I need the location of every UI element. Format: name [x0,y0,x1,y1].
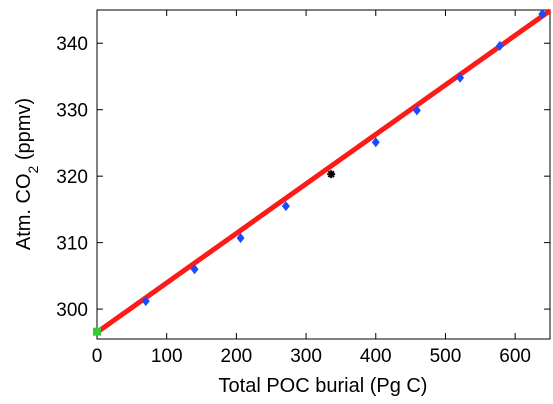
y-axis-title-suffix: (ppmv) [13,98,35,166]
plot-frame [96,9,551,340]
x-tick-label-400: 400 [360,346,392,367]
data-point-0-4 [371,137,380,148]
x-tick-label-500: 500 [430,346,462,367]
data-point-2-0 [93,327,101,336]
data-point-0-8 [538,8,547,19]
x-tick-label-200: 200 [221,346,253,367]
y-tick-label-300: 300 [56,300,88,321]
y-tick-labels: 300 310 320 330 340 [56,34,88,321]
data-points [93,8,547,336]
data-point-1-0 [327,170,336,179]
axis-ticks [96,10,550,339]
y-tick-label-340: 340 [56,34,88,55]
x-tick-label-0: 0 [92,346,103,367]
x-tick-labels: 0 100 200 300 400 500 600 [92,346,531,367]
y-tick-label-330: 330 [56,101,88,122]
data-point-0-5 [412,105,421,116]
x-tick-label-300: 300 [290,346,322,367]
y-axis-title-prefix: Atm. CO [13,173,35,250]
x-tick-label-100: 100 [151,346,183,367]
y-axis-title: Atm. CO2 (ppmv) [13,98,41,250]
fit-line-group [95,8,552,335]
data-point-0-1 [190,264,199,275]
data-point-0-6 [456,72,465,83]
y-tick-label-320: 320 [56,167,88,188]
data-point-0-2 [236,232,245,243]
y-tick-label-310: 310 [56,234,88,255]
x-tick-label-600: 600 [499,346,531,367]
fit-line [95,8,552,335]
data-point-0-0 [141,296,150,307]
plot-area [93,8,552,340]
data-point-0-3 [281,201,290,212]
y-axis-title-subscript: 2 [25,165,41,173]
data-point-0-7 [495,40,504,51]
x-axis-title: Total POC burial (Pg C) [219,375,428,397]
